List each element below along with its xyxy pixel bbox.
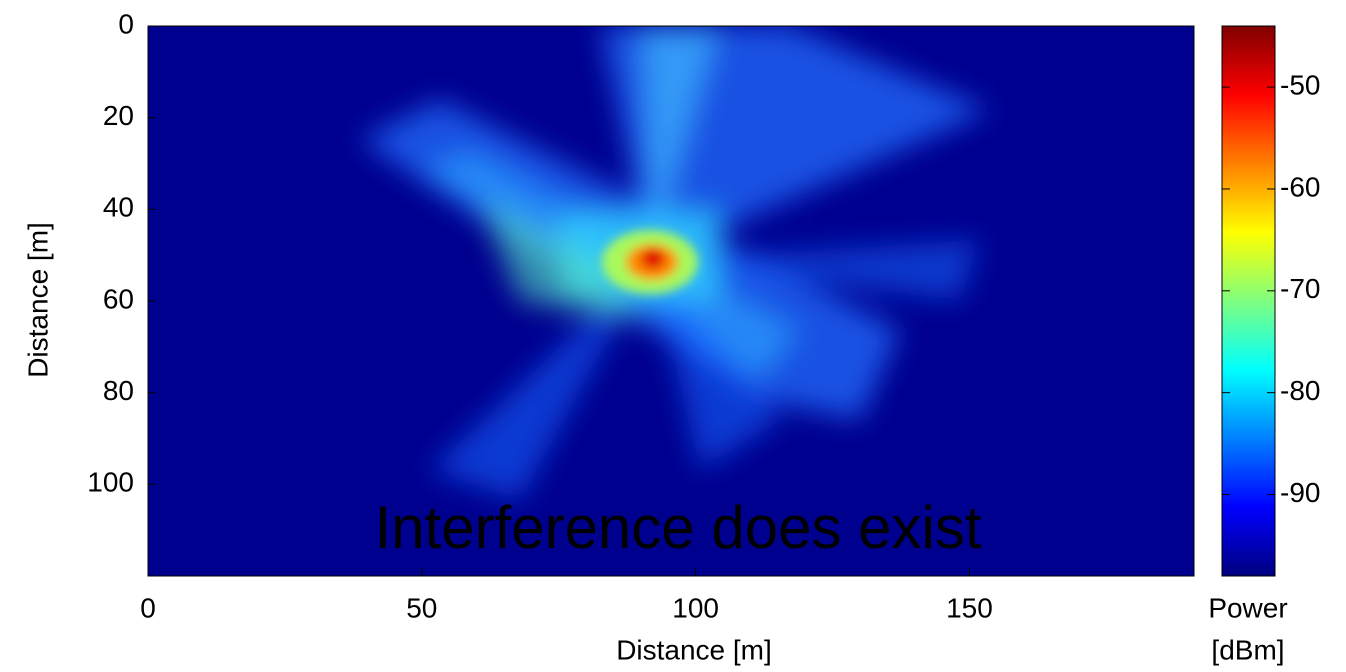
colorbar (1221, 25, 1276, 577)
colorbar-tick-label: -90 (1280, 477, 1320, 508)
y-tick-label: 0 (118, 8, 134, 39)
heatmap-core (602, 230, 698, 294)
y-tick-label: 80 (103, 375, 134, 406)
colorbar-tick-label: -70 (1280, 273, 1320, 304)
x-tick-label: 100 (672, 592, 719, 623)
colorbar-tick-label: -60 (1280, 171, 1320, 202)
x-tick-label: 50 (406, 592, 437, 623)
colorbar-tick-label: -80 (1280, 375, 1320, 406)
y-tick-label: 20 (103, 100, 134, 131)
heatmap-field (360, 26, 990, 500)
heatmap (148, 26, 1194, 576)
colorbar-label: [dBm] (1211, 634, 1284, 665)
colorbar-label: Power (1208, 592, 1287, 623)
y-tick-label: 100 (87, 467, 134, 498)
y-tick-label: 60 (103, 283, 134, 314)
y-axis-label: Distance [m] (22, 222, 53, 378)
y-tick-label: 40 (103, 192, 134, 223)
annotation: Interference does exist (374, 494, 981, 561)
x-axis-label: Distance [m] (616, 634, 772, 665)
colorbar-tick-label: -50 (1280, 70, 1320, 101)
x-tick-label: 150 (946, 592, 993, 623)
x-tick-label: 0 (140, 592, 156, 623)
